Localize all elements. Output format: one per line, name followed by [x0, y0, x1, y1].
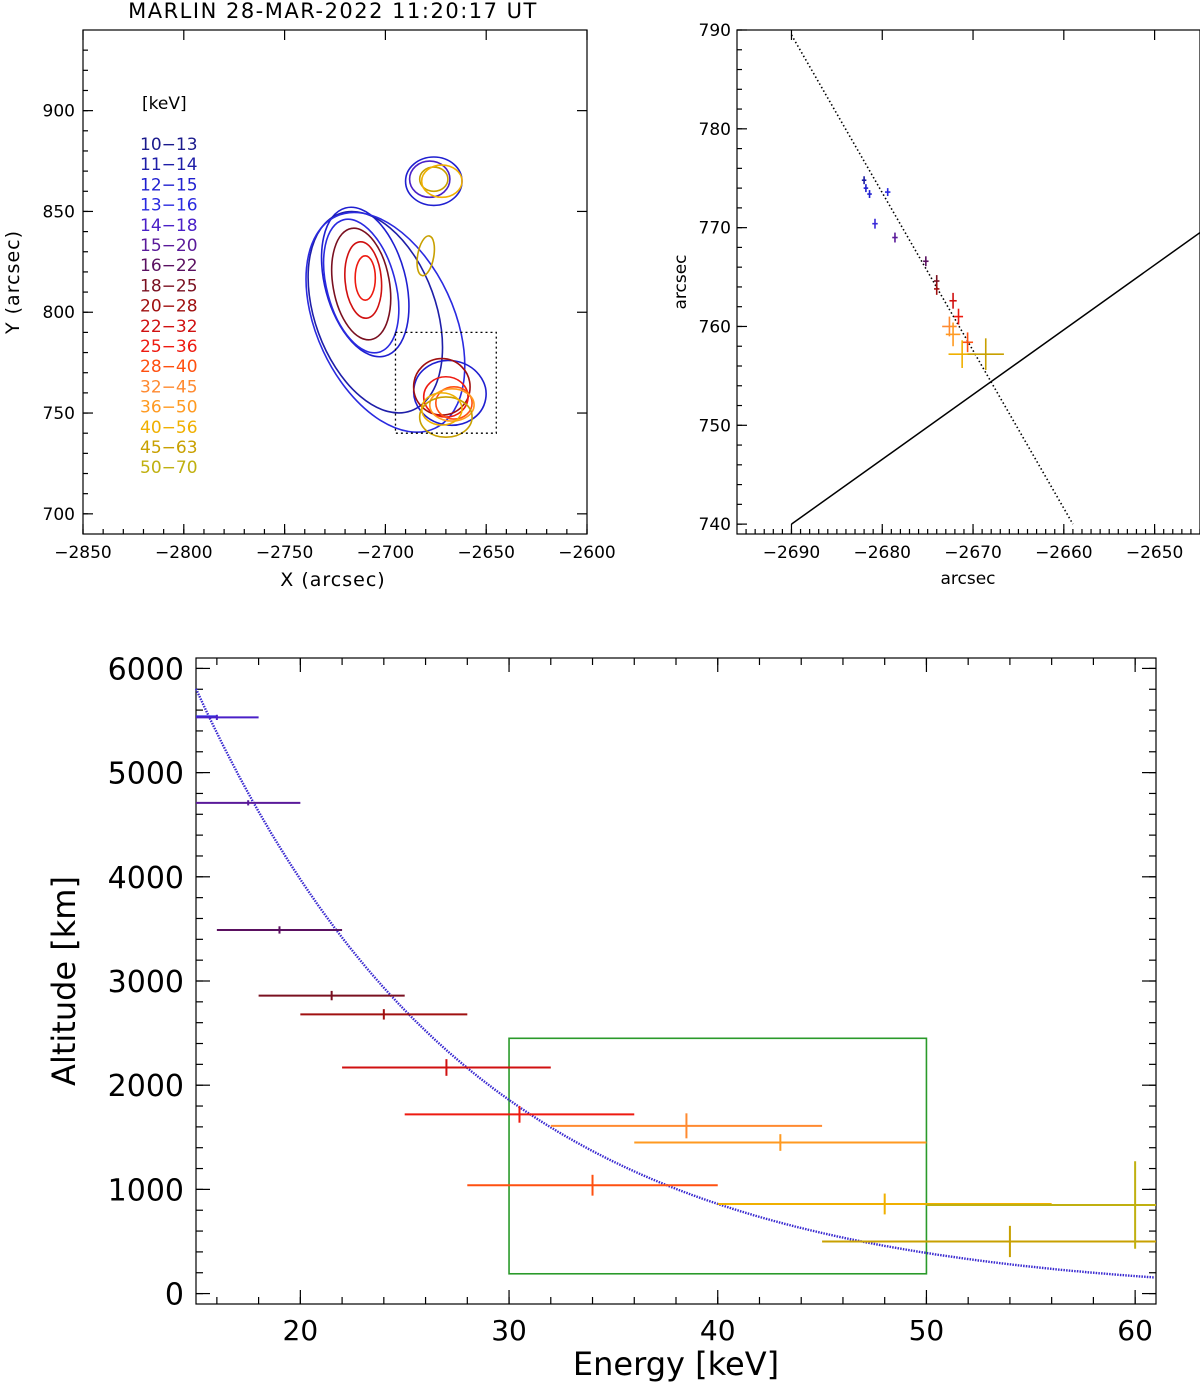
- axis-ticks: −2850 −2800 −2750 −2700 −2650 −2600 700 750 800 8…: [43, 30, 616, 563]
- legend-entry: 20−28: [140, 297, 198, 317]
- y-tick-label: 760: [699, 317, 731, 337]
- y-tick-label: 4000: [108, 861, 184, 896]
- y-tick-label: 5000: [108, 757, 184, 792]
- plot-frame: [736, 29, 1200, 535]
- contour-line: [420, 164, 463, 199]
- axis-ticks: −2690 −2680 −2670 −2660 −2650 740 750 760 770 780…: [699, 21, 1200, 563]
- legend: 10−1311−1412−1513−1614−1815−2016−2218−25…: [140, 135, 198, 478]
- y-tick-label: 740: [699, 515, 731, 535]
- chart-title: MARLIN 28-MAR-2022 11:20:17 UT: [128, 0, 538, 23]
- plot-frame: [195, 657, 1157, 1305]
- x-tick-label: −2660: [1035, 543, 1093, 563]
- legend-entry: 40−56: [140, 418, 198, 438]
- y-tick-label: 780: [699, 120, 731, 140]
- x-tick-label: −2850: [54, 543, 112, 563]
- plot-frame: [82, 29, 588, 535]
- legend-entry: 11−14: [140, 155, 198, 175]
- x-tick-label: −2680: [853, 543, 911, 563]
- y-tick-label: 750: [43, 404, 75, 424]
- y-axis-label: Altitude [km]: [45, 876, 83, 1086]
- y-tick-label: 2000: [108, 1069, 184, 1104]
- contour-line: [305, 211, 466, 433]
- zoom-scatter-panel: −2690 −2680 −2670 −2660 −2650 740 750 760 770 780…: [671, 21, 1200, 589]
- contour-line: [404, 156, 463, 207]
- fit-curve-line: [194, 688, 1154, 1279]
- contour-map-panel: MARLIN 28-MAR-2022 11:20:17 UT −2850 −280…: [2, 0, 616, 591]
- x-axis-label: Energy [keV]: [573, 1345, 779, 1383]
- fit-curve: [194, 688, 1154, 1279]
- y-tick-label: 790: [699, 21, 731, 41]
- legend-entry: 22−32: [140, 317, 198, 337]
- y-tick-label: 6000: [108, 652, 184, 687]
- axis-ticks: 20 30 40 50 60 0 1000 2000 3000 4000 5000 6000: [108, 652, 1156, 1347]
- contour-line: [418, 396, 473, 439]
- altitude-energy-panel: 20 30 40 50 60 0 1000 2000 3000 4000 5000 6000 Ener…: [45, 652, 1157, 1383]
- legend-entry: 25−36: [140, 337, 198, 357]
- y-tick-label: 770: [699, 219, 731, 239]
- y-tick-label: 900: [43, 102, 75, 122]
- y-tick-label: 3000: [108, 965, 184, 1000]
- legend-entry: 18−25: [140, 276, 198, 296]
- solid-line: [791, 231, 1200, 525]
- legend-entry: 12−15: [140, 175, 198, 195]
- legend-entry: 13−16: [140, 196, 198, 216]
- legend-entry: 10−13: [140, 135, 198, 155]
- legend-entry: 50−70: [140, 458, 198, 478]
- legend-entry: 14−18: [140, 216, 198, 236]
- contour-line: [307, 210, 444, 414]
- x-tick-label: −2700: [357, 543, 415, 563]
- legend-entry: 16−22: [140, 256, 198, 276]
- y-tick-label: 1000: [108, 1173, 184, 1208]
- y-tick-label: 700: [43, 505, 75, 525]
- x-tick-label: −2670: [944, 543, 1002, 563]
- x-tick-label: −2800: [155, 543, 213, 563]
- contour-line: [420, 392, 463, 426]
- legend-entry: 15−20: [140, 236, 198, 256]
- contour-line: [322, 218, 400, 354]
- data-points: [861, 176, 1004, 370]
- contour-line: [434, 386, 473, 420]
- contour-line: [344, 240, 383, 319]
- legend-entry: 32−45: [140, 377, 198, 397]
- legend-entry: 28−40: [140, 357, 198, 377]
- x-tick-label: −2690: [763, 543, 821, 563]
- x-axis-label: X (arcsec): [280, 569, 385, 591]
- x-tick-label: 50: [909, 1314, 945, 1347]
- contour-line: [354, 254, 377, 301]
- contour-line: [330, 227, 392, 341]
- x-tick-label: 60: [1117, 1314, 1153, 1347]
- x-tick-label: −2750: [256, 543, 314, 563]
- x-axis-label: arcsec: [940, 569, 995, 589]
- x-tick-label: 40: [700, 1314, 736, 1347]
- x-tick-label: −2650: [457, 543, 515, 563]
- legend-title: [keV]: [142, 94, 187, 114]
- contours: [305, 156, 487, 439]
- y-tick-label: 0: [165, 1278, 184, 1313]
- y-axis-label: arcsec: [671, 254, 691, 309]
- contour-line: [416, 235, 436, 277]
- y-tick-label: 800: [43, 303, 75, 323]
- dotted-line: [790, 34, 1074, 525]
- legend-entry: 36−50: [140, 398, 198, 418]
- zoom-region-box: [394, 331, 497, 434]
- x-tick-label: 20: [283, 1314, 319, 1347]
- y-tick-label: 850: [43, 202, 75, 222]
- data-points: [196, 714, 1156, 1258]
- contour-line: [320, 206, 410, 358]
- legend-entry: 45−63: [140, 438, 198, 458]
- x-tick-label: −2650: [1126, 543, 1184, 563]
- y-tick-label: 750: [699, 416, 731, 436]
- highlight-box: [508, 1037, 928, 1275]
- x-tick-label: −2600: [558, 543, 616, 563]
- y-axis-label: Y (arcsec): [2, 230, 24, 335]
- contour-line: [428, 388, 475, 422]
- x-tick-label: 30: [491, 1314, 527, 1347]
- contour-line: [408, 160, 451, 199]
